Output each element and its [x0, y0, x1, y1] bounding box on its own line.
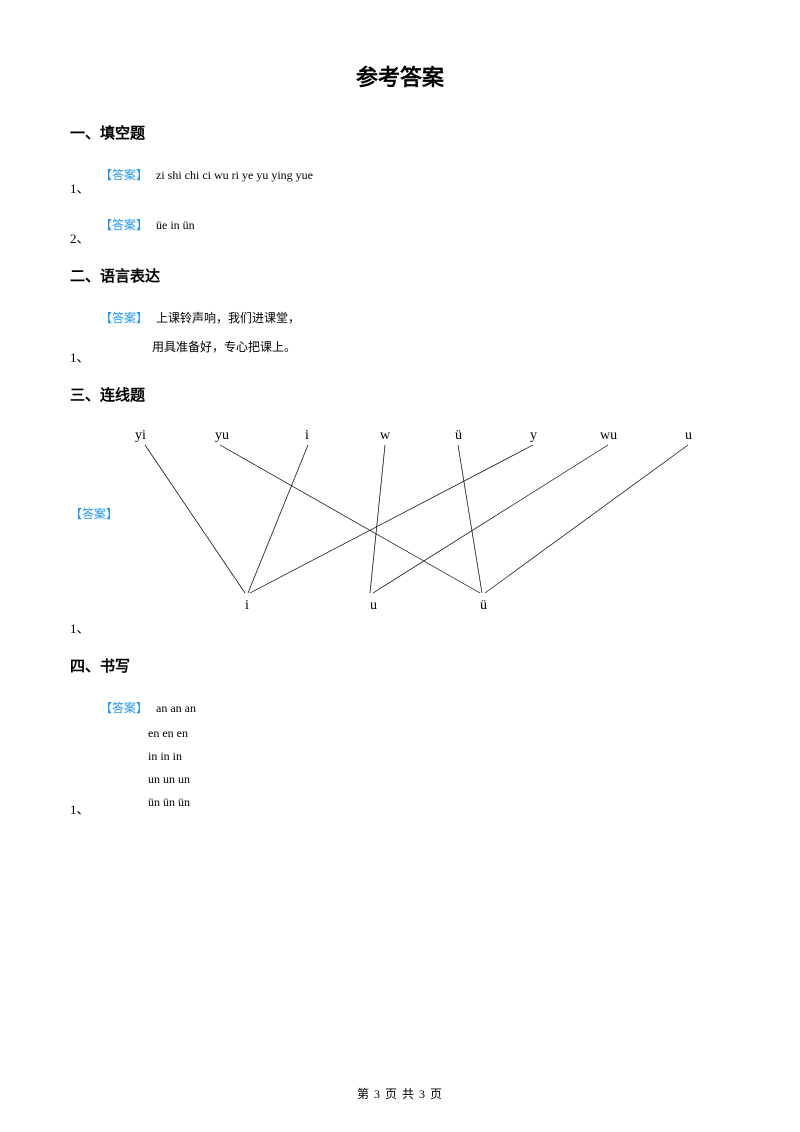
bottom-label: ü	[480, 598, 487, 614]
page-footer: 第 3 页 共 3 页	[0, 1085, 800, 1102]
answer-content: üe in ün	[156, 218, 195, 232]
item-number: 1、	[70, 799, 90, 818]
page-title: 参考答案	[70, 60, 730, 92]
answer-label: 【答案】	[100, 218, 148, 232]
answer-line-2: en en en	[148, 722, 730, 745]
section-heading-2: 二、语言表达	[70, 265, 730, 286]
answer-item-1-1: 【答案】 zi shi chi ci wu ri ye yu ying yue …	[70, 161, 730, 193]
answer-line-3: in in in	[148, 745, 730, 768]
matching-diagram: 【答案】 yiyuiwüywuu iuü	[90, 423, 710, 623]
bottom-label: u	[370, 598, 377, 614]
item-number: 1、	[70, 178, 90, 197]
answer-item-1-2: 【答案】 üe in ün 2、	[70, 211, 730, 243]
answer-line-4: un un un	[148, 768, 730, 791]
matching-lines	[90, 423, 710, 623]
section-heading-3: 三、连线题	[70, 384, 730, 405]
answer-item-2-1: 【答案】 上课铃声响，我们进课堂， 用具准备好，专心把课上。 1、	[70, 304, 730, 362]
answer-label: 【答案】	[100, 701, 148, 715]
answer-line-1: an an an	[156, 701, 196, 715]
answer-line-2: 用具准备好，专心把课上。	[152, 340, 296, 354]
answer-item-4-1: 【答案】 an an an en en en in in in un un un…	[70, 694, 730, 814]
bottom-label: i	[245, 598, 249, 614]
item-number: 1、	[70, 618, 90, 637]
answer-label: 【答案】	[100, 311, 148, 325]
section-heading-4: 四、书写	[70, 655, 730, 676]
answer-label: 【答案】	[100, 168, 148, 182]
item-number: 2、	[70, 228, 90, 247]
answer-line-5: ün ün ün	[148, 791, 730, 814]
section-heading-1: 一、填空题	[70, 122, 730, 143]
answer-content: zi shi chi ci wu ri ye yu ying yue	[156, 168, 313, 182]
answer-item-3-1: 【答案】 yiyuiwüywuu iuü 1、	[70, 423, 730, 633]
answer-line-1: 上课铃声响，我们进课堂，	[156, 311, 300, 325]
item-number: 1、	[70, 347, 90, 366]
